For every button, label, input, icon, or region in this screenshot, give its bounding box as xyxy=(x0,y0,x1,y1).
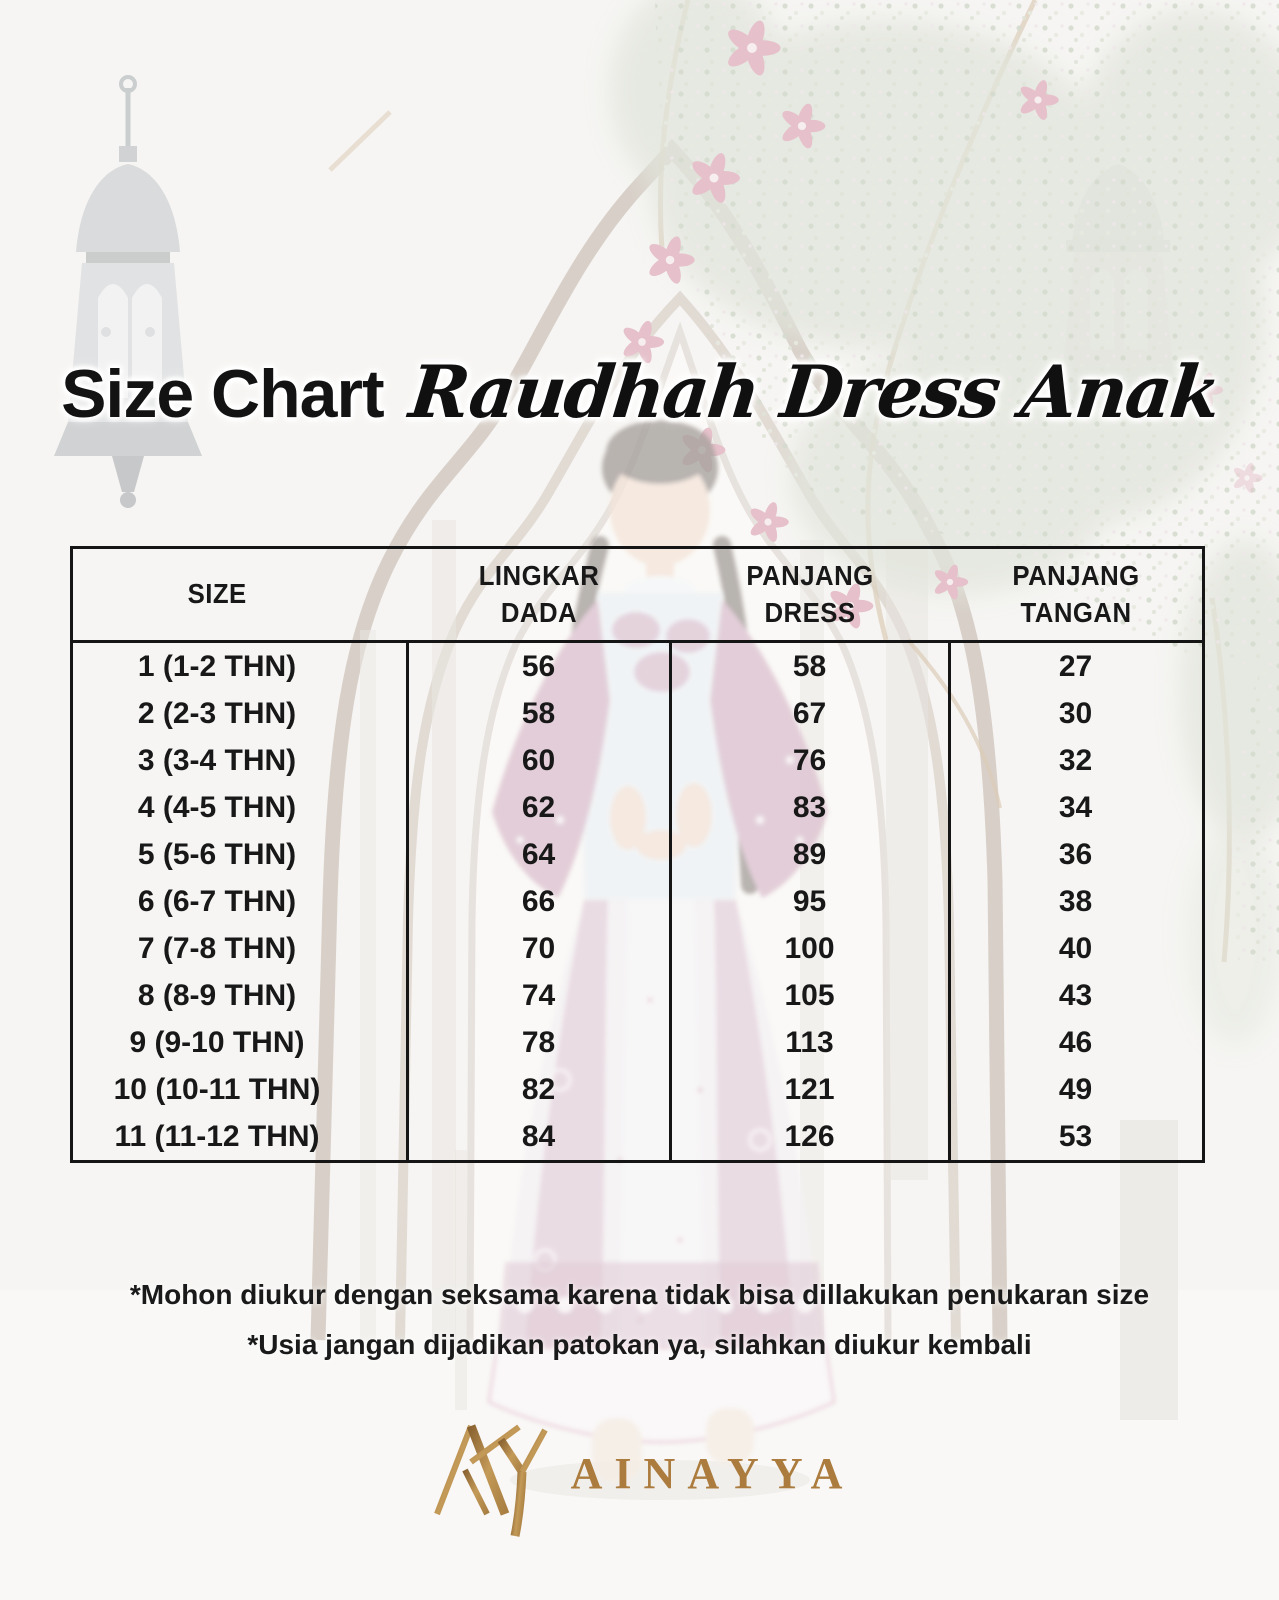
column-divider xyxy=(405,643,409,1160)
note-line-1: *Mohon diukur dengan seksama karena tida… xyxy=(129,1279,1150,1310)
header-panjang-dress: PANJANG DRESS xyxy=(745,560,874,628)
cell-panjang-tangan: 32 xyxy=(1058,743,1093,777)
door-frame xyxy=(360,520,1178,1420)
cell-panjang-dress: 105 xyxy=(784,978,835,1012)
cell-panjang-dress: 67 xyxy=(792,696,827,730)
cell-size: 6 (6-7 THN) xyxy=(137,884,297,918)
cell-panjang-dress: 95 xyxy=(792,884,827,918)
cell-lingkar-dada: 82 xyxy=(521,1072,556,1106)
cell-panjang-dress: 76 xyxy=(792,743,827,777)
cell-lingkar-dada: 70 xyxy=(521,931,556,965)
cell-panjang-tangan: 36 xyxy=(1058,837,1093,871)
cell-lingkar-dada: 78 xyxy=(521,1025,556,1059)
cell-panjang-tangan: 53 xyxy=(1058,1119,1093,1153)
cell-panjang-tangan: 49 xyxy=(1058,1072,1093,1106)
left-lantern-icon xyxy=(54,75,202,508)
cell-panjang-dress: 126 xyxy=(784,1119,835,1153)
cell-size: 5 (5-6 THN) xyxy=(137,837,297,871)
cell-size: 2 (2-3 THN) xyxy=(137,696,297,730)
cell-panjang-tangan: 43 xyxy=(1058,978,1093,1012)
page-title: Size Chart Raudhah Dress Anak xyxy=(0,349,1279,434)
cell-size: 1 (1-2 THN) xyxy=(137,649,297,683)
brand-logo: AINAYYA xyxy=(0,1412,1279,1542)
size-table: SIZE LINGKAR DADA PANJANG DRESS PANJANG … xyxy=(70,546,1205,1163)
cell-panjang-tangan: 30 xyxy=(1058,696,1093,730)
cell-lingkar-dada: 58 xyxy=(521,696,556,730)
column-divider xyxy=(947,643,951,1160)
cell-lingkar-dada: 62 xyxy=(521,790,556,824)
floor-shadow xyxy=(510,1460,810,1500)
cell-lingkar-dada: 66 xyxy=(521,884,556,918)
cell-size: 9 (9-10 THN) xyxy=(129,1025,305,1059)
cell-lingkar-dada: 74 xyxy=(521,978,556,1012)
size-table-body: 1 (1-2 THN) 56 58 27 2 (2-3 THN) 58 67 30 3 (3-4… xyxy=(73,643,1202,1160)
brand-wordmark: AINAYYA xyxy=(570,1449,855,1498)
note-line-2: *Usia jangan dijadikan patokan ya, silah… xyxy=(247,1329,1032,1360)
title-main: Size Chart xyxy=(61,356,385,432)
girl-model xyxy=(487,420,836,1482)
header-lingkar-dada: LINGKAR DADA xyxy=(478,560,599,628)
cell-size: 4 (4-5 THN) xyxy=(137,790,297,824)
cell-panjang-dress: 89 xyxy=(792,837,827,871)
measurement-notes: *Mohon diukur dengan seksama karena tida… xyxy=(0,1278,1279,1378)
cell-panjang-dress: 58 xyxy=(792,649,827,683)
title-product-name: Raudhah Dress Anak xyxy=(405,349,1223,434)
hanging-strap xyxy=(328,110,392,172)
cell-panjang-dress: 113 xyxy=(785,1025,834,1059)
cell-lingkar-dada: 56 xyxy=(521,649,556,683)
cell-size: 3 (3-4 THN) xyxy=(137,743,297,777)
cell-panjang-tangan: 34 xyxy=(1058,790,1093,824)
cell-lingkar-dada: 84 xyxy=(521,1119,556,1153)
cell-panjang-tangan: 27 xyxy=(1058,649,1093,683)
cell-size: 10 (10-11 THN) xyxy=(113,1072,321,1106)
cell-lingkar-dada: 60 xyxy=(521,743,556,777)
header-size: SIZE xyxy=(187,578,247,610)
ainayya-monogram-icon xyxy=(433,1424,548,1537)
cell-panjang-tangan: 40 xyxy=(1058,931,1093,965)
size-table-header: SIZE LINGKAR DADA PANJANG DRESS PANJANG … xyxy=(73,549,1202,643)
cell-panjang-tangan: 46 xyxy=(1058,1025,1093,1059)
cell-size: 8 (8-9 THN) xyxy=(137,978,297,1012)
flower-arrangement xyxy=(610,0,1279,1045)
column-divider xyxy=(668,643,672,1160)
cell-size: 7 (7-8 THN) xyxy=(137,931,297,965)
cell-size: 11 (11-12 THN) xyxy=(114,1119,320,1153)
header-panjang-tangan: PANJANG TANGAN xyxy=(1011,560,1140,628)
cell-lingkar-dada: 64 xyxy=(521,837,556,871)
cell-panjang-dress: 121 xyxy=(784,1072,835,1106)
cell-panjang-dress: 100 xyxy=(784,931,835,965)
cell-panjang-tangan: 38 xyxy=(1058,884,1093,918)
cell-panjang-dress: 83 xyxy=(792,790,827,824)
